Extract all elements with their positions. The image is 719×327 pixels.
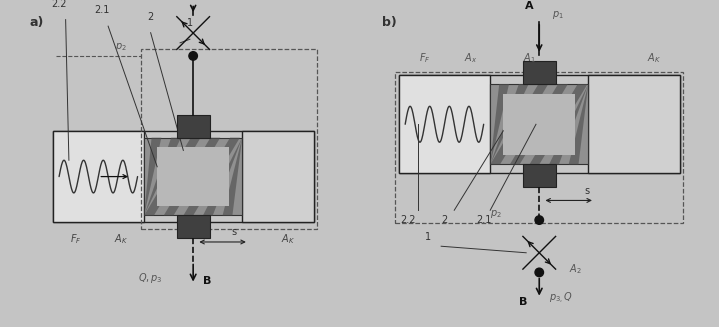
Bar: [52, 131, 314, 222]
Circle shape: [535, 216, 544, 224]
Text: B: B: [518, 297, 527, 307]
Text: 2.1: 2.1: [476, 215, 491, 225]
Bar: [523, 164, 556, 187]
Circle shape: [189, 52, 198, 60]
Text: $Q, p_3$: $Q, p_3$: [137, 271, 162, 285]
Bar: [588, 75, 680, 173]
Bar: [242, 131, 314, 222]
Text: $p_2$: $p_2$: [114, 41, 127, 53]
Bar: [177, 215, 209, 238]
Polygon shape: [183, 138, 240, 215]
Bar: [490, 84, 588, 164]
Text: s: s: [584, 186, 590, 196]
Text: s: s: [232, 228, 237, 237]
Circle shape: [535, 268, 544, 277]
Text: $F_F$: $F_F$: [419, 52, 431, 65]
Text: a): a): [29, 16, 44, 29]
Bar: [398, 75, 490, 173]
Polygon shape: [203, 138, 242, 215]
Text: $p_{3,} Q$: $p_{3,} Q$: [549, 291, 573, 306]
Text: $A_1$: $A_1$: [523, 52, 536, 65]
Polygon shape: [144, 138, 161, 215]
Polygon shape: [510, 84, 568, 164]
Text: $F_F$: $F_F$: [70, 232, 81, 246]
Polygon shape: [144, 138, 181, 215]
Text: 2: 2: [147, 12, 154, 22]
Polygon shape: [144, 138, 201, 215]
Polygon shape: [490, 84, 509, 164]
Text: B: B: [203, 277, 211, 286]
Text: 1: 1: [187, 18, 193, 28]
Text: $A_K$: $A_K$: [114, 232, 128, 246]
Text: 2.1: 2.1: [94, 5, 109, 15]
Polygon shape: [490, 84, 549, 164]
Bar: [398, 75, 680, 173]
Text: $p_2$: $p_2$: [490, 208, 502, 219]
Polygon shape: [569, 84, 588, 164]
Bar: [177, 115, 209, 138]
Polygon shape: [490, 84, 528, 164]
Bar: [157, 147, 229, 206]
Polygon shape: [549, 84, 588, 164]
Text: $A_x$: $A_x$: [464, 52, 477, 65]
Polygon shape: [164, 138, 220, 215]
Text: 2.2: 2.2: [400, 215, 416, 225]
Text: A: A: [525, 1, 533, 11]
Text: $A_K$: $A_K$: [646, 52, 661, 65]
Text: $A_K$: $A_K$: [281, 232, 295, 246]
Text: $p_1$: $p_1$: [552, 9, 564, 21]
Text: $A_2$: $A_2$: [569, 262, 582, 276]
Text: 2: 2: [441, 215, 447, 225]
Bar: [52, 131, 144, 222]
Bar: [523, 61, 556, 84]
Bar: [144, 138, 242, 215]
Bar: [395, 72, 683, 223]
Polygon shape: [529, 84, 587, 164]
Polygon shape: [223, 138, 242, 215]
Text: 1: 1: [425, 232, 431, 242]
Bar: [503, 94, 575, 155]
Bar: [141, 49, 317, 229]
Text: 2.2: 2.2: [51, 0, 67, 9]
Text: b): b): [383, 16, 397, 29]
